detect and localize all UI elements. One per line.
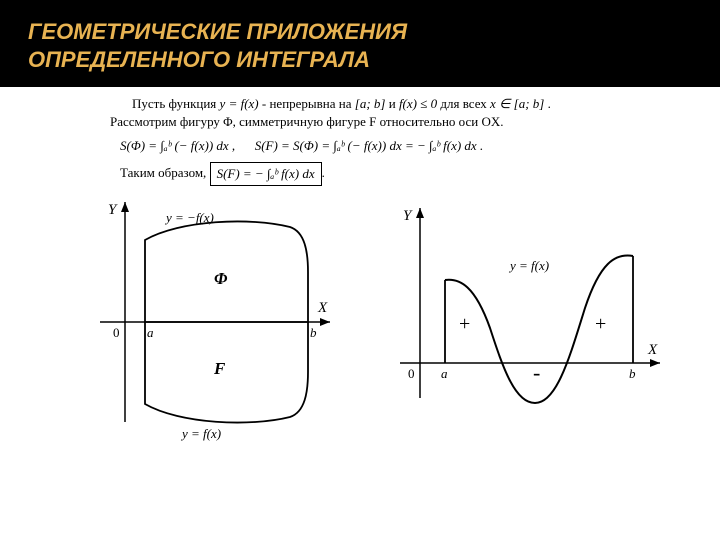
- figures-row: Y X 0 a b y = −f(x) y = f(x) Φ F Y X: [110, 192, 680, 452]
- fig1-bottom-label: y = f(x): [180, 426, 221, 441]
- fig1-F: F: [213, 359, 226, 378]
- fig2-plus-1: +: [459, 313, 470, 335]
- figure-2: Y X 0 a b y = f(x) + + -: [375, 198, 675, 438]
- fig2-plus-2: +: [595, 313, 606, 335]
- intro-xin: x ∈ [a; b]: [490, 96, 544, 111]
- fig2-zero: 0: [408, 366, 415, 381]
- fig2-a: a: [441, 366, 448, 381]
- intro-fn: y = f(x): [220, 96, 259, 111]
- intro-paragraph: Пусть функция y = f(x) - непрерывна на […: [110, 95, 680, 113]
- fig1-zero: 0: [113, 325, 120, 340]
- formula-sF: S(F) = S(Φ) = ∫ₐᵇ (− f(x)) dx = − ∫ₐᵇ f(…: [255, 138, 484, 153]
- header-line-1: ГЕОМЕТРИЧЕСКИЕ ПРИЛОЖЕНИЯ: [28, 18, 692, 46]
- formula-line: S(Φ) = ∫ₐᵇ (− f(x)) dx , S(F) = S(Φ) = ∫…: [120, 137, 680, 155]
- fig1-Phi: Φ: [214, 269, 228, 288]
- fig2-Y: Y: [403, 208, 413, 224]
- fig2-label: y = f(x): [508, 258, 549, 273]
- header-line-2: ОПРЕДЕЛЕННОГО ИНТЕГРАЛА: [28, 46, 692, 74]
- intro-cond: f(x) ≤ 0: [399, 96, 437, 111]
- slide-header: ГЕОМЕТРИЧЕСКИЕ ПРИЛОЖЕНИЯ ОПРЕДЕЛЕННОГО …: [0, 0, 720, 87]
- slide-body: Пусть функция y = f(x) - непрерывна на […: [0, 87, 720, 452]
- fig1-top-label: y = −f(x): [164, 210, 214, 225]
- intro-text-a: Пусть функция: [132, 96, 220, 111]
- formula-sphi: S(Φ) = ∫ₐᵇ (− f(x)) dx ,: [120, 138, 235, 153]
- fig1-a: a: [147, 325, 154, 340]
- intro-interval: [a; b]: [355, 96, 386, 111]
- figure-1: Y X 0 a b y = −f(x) y = f(x) Φ F: [70, 192, 350, 452]
- fig2-b: b: [629, 366, 636, 381]
- thus-line: Таким образом, S(F) = − ∫ₐᵇ f(x) dx.: [120, 162, 680, 186]
- thus-text: Таким образом,: [120, 165, 210, 180]
- fig2-minus: -: [533, 360, 540, 385]
- fig2-X: X: [647, 342, 658, 358]
- intro-text-b: - непрерывна на: [262, 96, 355, 111]
- fig1-Y: Y: [108, 202, 118, 218]
- intro-text-d: для всех: [440, 96, 490, 111]
- fig1-X: X: [317, 300, 328, 316]
- boxed-formula: S(F) = − ∫ₐᵇ f(x) dx: [210, 162, 322, 186]
- line-2: Рассмотрим фигуру Φ, симметричную фигуре…: [110, 113, 680, 131]
- intro-text-e: .: [548, 96, 551, 111]
- fig1-b: b: [310, 325, 317, 340]
- intro-text-c: и: [389, 96, 399, 111]
